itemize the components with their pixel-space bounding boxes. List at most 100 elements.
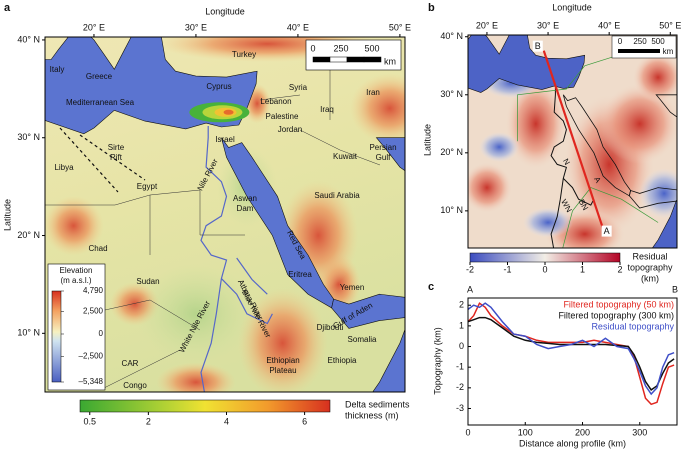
coast (628, 187, 677, 209)
place-label: Eritrea (288, 270, 312, 279)
residual-anomaly (599, 83, 677, 164)
place-label: Chad (88, 244, 107, 253)
sirte-rift (59, 127, 119, 193)
y-axis-title: Topography (km) (432, 327, 442, 395)
place-label: Cyprus (206, 82, 231, 91)
scale-bar (363, 56, 382, 63)
scale-box (305, 39, 402, 71)
x-tick-label: 40° E (598, 20, 620, 30)
feature-label: A (592, 175, 603, 185)
river (200, 126, 228, 392)
legend-entry: Filtered topography (50 km) (563, 299, 674, 309)
place-label: Syria (289, 83, 308, 92)
scale-bar (329, 56, 348, 63)
legend-tick-label: –5,348 (79, 377, 104, 386)
delta-sediments (223, 109, 234, 115)
profile-end-box (601, 225, 612, 237)
scale-bar (618, 49, 660, 53)
legend-tick-label: –2,500 (79, 352, 104, 361)
scale-label: 0 (618, 37, 623, 46)
sea (221, 137, 334, 309)
profile-end: A (467, 284, 473, 294)
y-tick-label: 10° N (17, 328, 40, 338)
river (220, 278, 273, 325)
series-line (467, 316, 675, 391)
colorbar-tick-label: 6 (302, 416, 307, 426)
colorbar-tick-label: 0.5 (84, 416, 97, 426)
x-tick-label: 50° E (659, 20, 681, 30)
y-tick-label: 2 (459, 300, 464, 310)
x-tick-label: 20° E (83, 22, 105, 32)
y-tick-label: 30° N (440, 89, 463, 99)
place-label: Egypt (137, 182, 158, 191)
coast (562, 94, 632, 197)
map-a (45, 37, 405, 392)
border (517, 53, 622, 142)
sirte-rift (79, 134, 146, 181)
panel-label: a (4, 2, 11, 14)
highland (45, 195, 104, 256)
highland (237, 288, 328, 392)
place-label: Gulf (376, 153, 391, 162)
y-tick-label: -3 (456, 403, 464, 413)
x-tick-label: 30° E (185, 22, 207, 32)
residual-anomaly (633, 52, 677, 103)
profile-line (542, 50, 605, 231)
place-label: Plateau (269, 366, 296, 375)
y-tick-label: 1 (459, 320, 464, 330)
x-tick-label: 200 (575, 427, 590, 437)
place-label: Iraq (320, 105, 334, 114)
y-tick-label: 30° N (17, 132, 40, 142)
colorbar-title: Delta sediments (345, 399, 410, 409)
highland (155, 362, 236, 392)
scale-unit: km (384, 56, 396, 66)
profile-end-box (532, 40, 543, 52)
y-tick-label: 0 (459, 341, 464, 351)
y-tick-label: 20° N (17, 230, 40, 240)
x-axis-title: Longitude (205, 6, 245, 16)
colorbar-tick-label: 4 (224, 416, 229, 426)
lowland (135, 263, 256, 364)
nile (562, 178, 595, 206)
colorbar-title: thickness (m) (345, 410, 399, 420)
legend-tick-label: 4,790 (83, 286, 104, 295)
colorbar-title: Residual (632, 251, 667, 261)
highland (349, 73, 405, 144)
place-label: Congo (123, 381, 147, 390)
sea (372, 328, 405, 392)
elevation-colorbar (51, 290, 62, 383)
y-axis-title: Latitude (2, 199, 12, 231)
sea (375, 137, 405, 172)
y-tick-label: 10° N (440, 205, 463, 215)
y-axis-title: Latitude (422, 124, 432, 156)
colorbar-tick-label: -1 (503, 264, 511, 274)
place-label: Israel (215, 135, 235, 144)
colorbar-tick-label: -2 (466, 264, 474, 274)
scale-label: 250 (333, 43, 348, 53)
place-label: Aswan (233, 194, 257, 203)
colorbar-title: (km) (641, 273, 659, 283)
scale-label: 0 (310, 43, 315, 53)
place-label: Persian (369, 143, 396, 152)
border (45, 60, 381, 391)
y-tick-label: -1 (456, 362, 464, 372)
place-label: Turkey (232, 50, 256, 59)
y-tick-label: -2 (456, 382, 464, 392)
residual-anomaly (505, 78, 566, 169)
map-b (468, 35, 677, 248)
legend-title: (m a.s.l.) (60, 276, 91, 285)
residual-anomaly (523, 207, 574, 238)
scale-label: 500 (651, 37, 665, 46)
x-tick-label: 300 (632, 427, 647, 437)
place-label: Mediterranean Sea (66, 98, 135, 107)
frame (44, 36, 406, 393)
place-label: Italy (50, 65, 65, 74)
series-line (467, 302, 675, 396)
x-axis-title: Distance along profile (km) (519, 438, 626, 448)
legend-entry: Filtered topography (300 km) (558, 310, 674, 320)
profile-end: B (672, 284, 678, 294)
sea (468, 35, 586, 93)
x-tick-label: 100 (518, 427, 533, 437)
sea (652, 200, 677, 248)
